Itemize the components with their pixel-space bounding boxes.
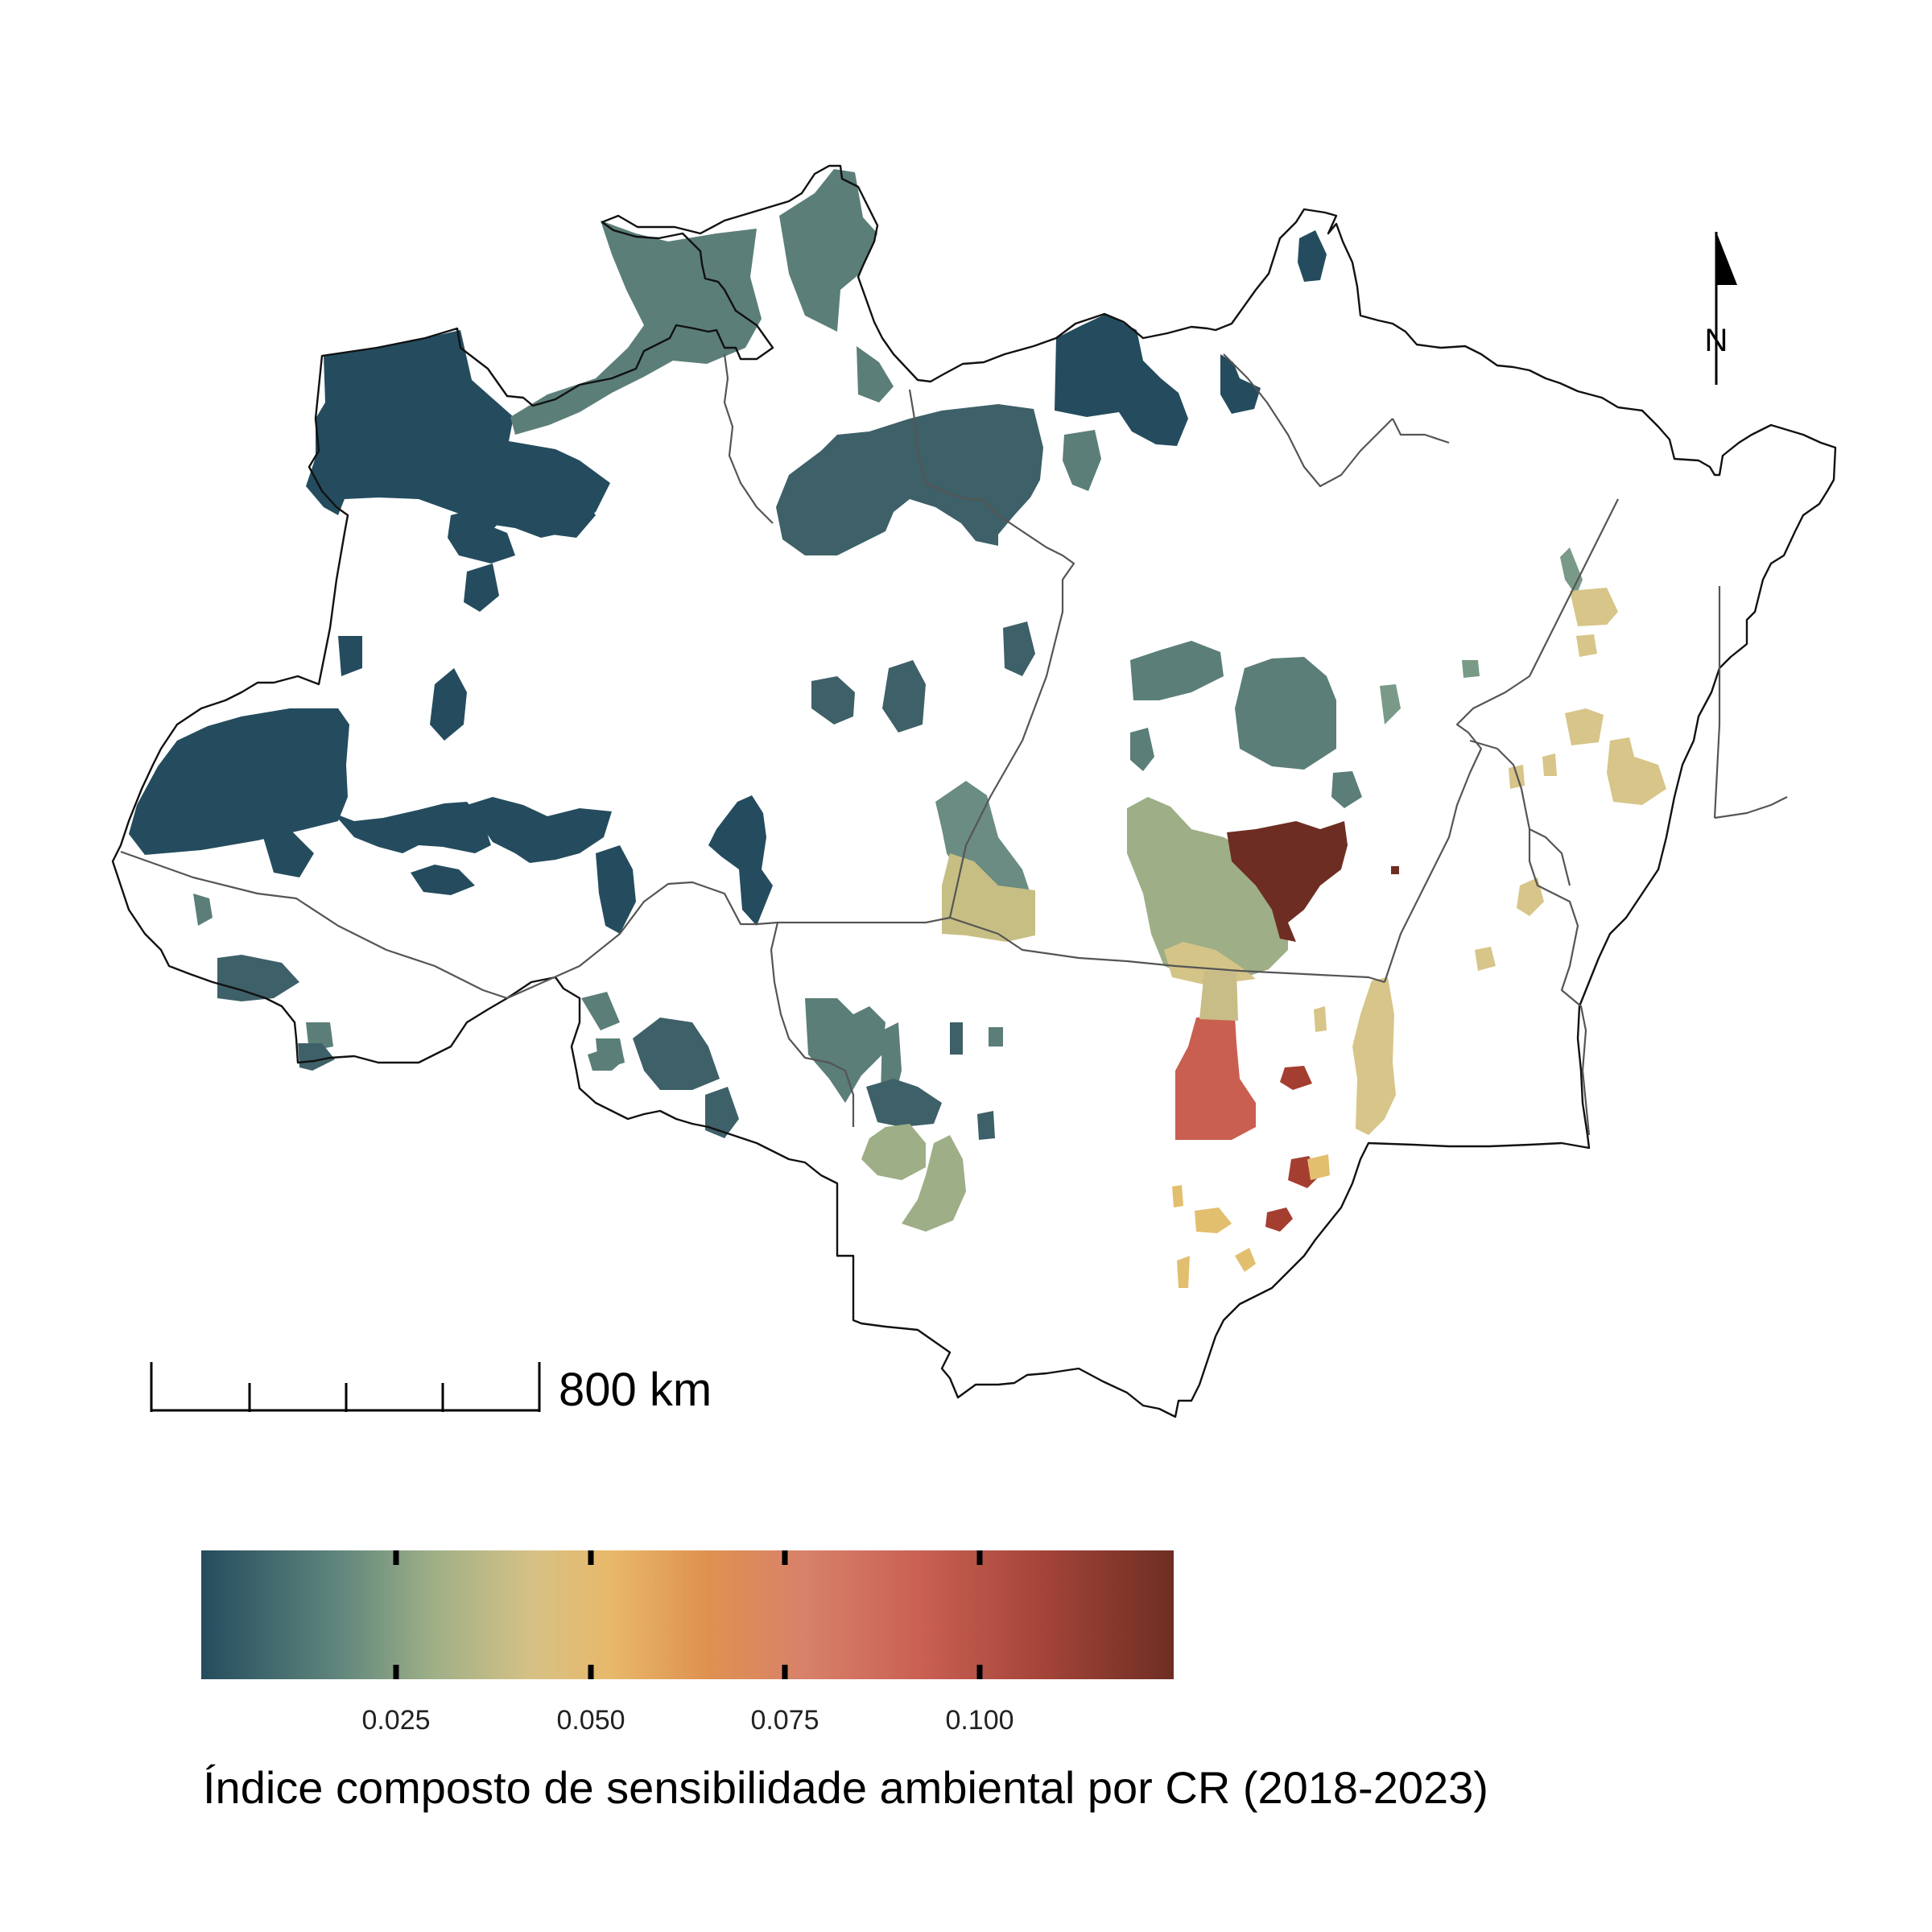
cr-area — [989, 1027, 1003, 1046]
legal-amazon-boundary — [111, 164, 1837, 1418]
cr-area — [1172, 1185, 1183, 1208]
cr-area — [805, 998, 886, 1103]
cr-area — [942, 853, 1035, 942]
legend-tick-label: 0.100 — [945, 1705, 1013, 1736]
cr-area — [902, 1135, 966, 1232]
scale-bar: 800 km — [150, 1362, 712, 1416]
cr-area — [950, 1022, 963, 1055]
cr-area — [1314, 1006, 1327, 1032]
cr-area — [1570, 588, 1618, 626]
cr-area — [857, 346, 894, 402]
cr-area — [298, 1043, 335, 1071]
cr-area — [338, 636, 362, 676]
cr-area — [193, 894, 213, 926]
scale-bar-label: 800 km — [559, 1364, 712, 1416]
legend-tick-label: 0.025 — [361, 1705, 430, 1736]
cr-area — [581, 992, 620, 1030]
cr-area — [261, 829, 314, 877]
cr-area — [1003, 621, 1035, 676]
north-arrow-label: N — [1705, 323, 1728, 358]
cr-area — [217, 955, 299, 1001]
cr-area — [861, 1124, 926, 1180]
cr-area — [430, 668, 467, 741]
cr-area — [333, 802, 491, 853]
cr-area — [596, 845, 636, 934]
cr-area — [811, 676, 855, 724]
cr-areas — [129, 169, 1666, 1288]
cr-area — [1331, 771, 1362, 808]
cr-area — [411, 865, 475, 895]
cr-area — [1235, 657, 1336, 770]
legend-tick-marks — [393, 1550, 983, 1679]
legend-tick-label: 0.075 — [750, 1705, 819, 1736]
cr-area — [1235, 1248, 1256, 1272]
cr-area — [1560, 547, 1583, 596]
cr-area — [1130, 641, 1224, 700]
cr-area — [1130, 728, 1154, 771]
cr-area — [633, 1018, 720, 1090]
cr-area — [1576, 634, 1597, 657]
cr-area — [129, 708, 349, 855]
cr-area — [1127, 797, 1288, 982]
cr-area — [705, 1087, 739, 1138]
cr-area — [1307, 1154, 1330, 1180]
cr-area — [448, 515, 515, 564]
legend-title: Índice composto de sensibilidade ambient… — [203, 1762, 1488, 1813]
cr-area — [1177, 1256, 1190, 1288]
cr-area — [467, 797, 612, 863]
cr-area — [306, 330, 610, 538]
cr-area — [1227, 821, 1348, 942]
cr-area — [1195, 1208, 1232, 1233]
cr-area — [1199, 971, 1238, 1021]
cr-area — [451, 499, 515, 531]
cr-area — [977, 1111, 995, 1140]
cr-area — [588, 1046, 625, 1071]
cr-area — [882, 660, 926, 733]
cr-area — [1517, 877, 1544, 916]
legend-tick-label: 0.050 — [556, 1705, 625, 1736]
cr-area — [1055, 314, 1188, 446]
north-arrow: N — [1705, 232, 1737, 385]
cr-area — [776, 404, 1043, 555]
cr-area — [1542, 753, 1557, 776]
cr-area — [510, 221, 762, 435]
cr-area — [708, 795, 773, 926]
cr-area — [1391, 866, 1399, 874]
state-borders — [120, 353, 1788, 1136]
cr-area — [1220, 354, 1261, 414]
cr-area — [866, 1079, 942, 1127]
cr-area — [1565, 708, 1604, 745]
legend: 0.025 0.050 0.075 0.100 Índice composto … — [201, 1550, 1488, 1813]
cr-area — [1380, 684, 1401, 724]
cr-area — [1265, 1208, 1293, 1232]
legend-colorbar — [201, 1550, 1174, 1679]
cr-area — [1475, 947, 1496, 971]
cr-area — [1462, 660, 1480, 678]
cr-area — [1607, 737, 1666, 805]
cr-area — [779, 169, 877, 332]
cr-area — [1298, 230, 1327, 282]
cr-area — [1063, 430, 1101, 491]
cr-area — [547, 493, 596, 538]
cr-area — [464, 564, 499, 612]
cr-area — [1175, 1016, 1256, 1140]
cr-area — [1352, 977, 1396, 1135]
cr-area — [1280, 1066, 1312, 1090]
